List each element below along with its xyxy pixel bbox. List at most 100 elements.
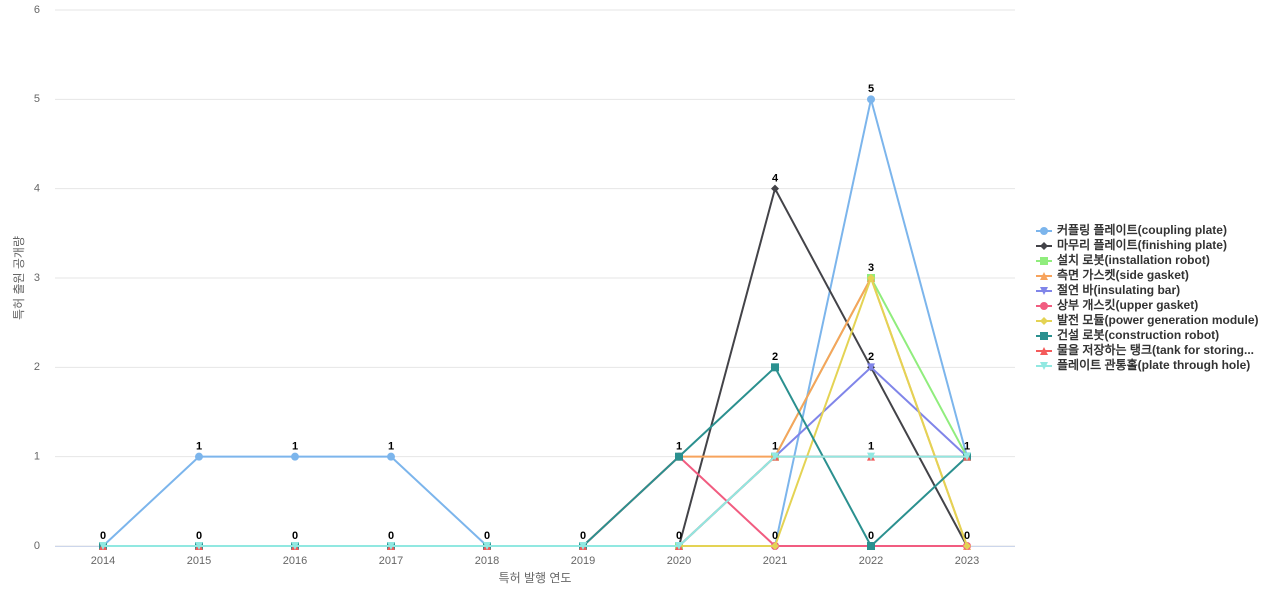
marker: [963, 542, 971, 550]
series-line: [103, 275, 968, 547]
marker: [387, 542, 395, 550]
y-tick-label: 3: [34, 272, 40, 284]
data-label: 0: [580, 530, 586, 542]
y-tick-label: 0: [34, 540, 40, 552]
x-tick-label: 2019: [571, 555, 595, 567]
marker: [867, 95, 875, 104]
x-tick-label: 2021: [763, 555, 787, 567]
marker: [291, 452, 299, 461]
marker: [963, 452, 971, 461]
legend-item[interactable]: 발전 모듈(power generation module): [1036, 312, 1259, 327]
data-label: 1: [676, 441, 682, 453]
marker: [1040, 287, 1048, 295]
legend-label: 마무리 플레이트(finishing plate): [1057, 237, 1227, 252]
series: [99, 452, 971, 550]
y-tick-label: 5: [34, 93, 40, 105]
legend-label: 건설 로봇(construction robot): [1057, 327, 1219, 342]
marker: [771, 184, 779, 193]
legend-label: 절연 바(insulating bar): [1057, 282, 1180, 297]
data-label: 1: [868, 441, 874, 453]
data-label: 1: [196, 441, 202, 453]
marker: [387, 452, 395, 461]
marker: [1040, 332, 1048, 340]
data-label: 1: [292, 441, 298, 453]
legend-item[interactable]: 상부 개스킷(upper gasket): [1036, 297, 1198, 312]
legend-label: 상부 개스킷(upper gasket): [1057, 297, 1198, 312]
data-label: 4: [772, 173, 779, 185]
y-tick-label: 4: [34, 183, 40, 195]
legend-label: 물을 저장하는 탱크(tank for storing...: [1057, 342, 1254, 357]
marker: [867, 363, 875, 372]
marker: [195, 452, 203, 461]
marker: [1040, 347, 1048, 355]
series-line: [103, 455, 967, 547]
data-label: 0: [196, 530, 202, 542]
marker: [1040, 227, 1048, 235]
legend-label: 측면 가스켓(side gasket): [1057, 267, 1189, 282]
marker: [1040, 257, 1048, 265]
legend-item[interactable]: 건설 로봇(construction robot): [1036, 327, 1219, 342]
marker: [291, 542, 299, 550]
x-tick-label: 2018: [475, 555, 499, 567]
data-label: 1: [388, 441, 394, 453]
legend-label: 발전 모듈(power generation module): [1057, 312, 1259, 327]
data-label: 0: [484, 530, 490, 542]
data-label: 1: [964, 441, 970, 453]
marker: [1040, 362, 1048, 370]
legend-label: 커플링 플레이트(coupling plate): [1057, 222, 1227, 237]
data-label: 3: [868, 262, 874, 274]
y-tick-label: 2: [34, 361, 40, 373]
marker: [99, 542, 107, 550]
marker: [1040, 317, 1048, 325]
x-tick-label: 2023: [955, 555, 979, 567]
marker: [195, 542, 203, 550]
series: [99, 274, 971, 550]
series: [99, 274, 971, 550]
series-line: [102, 99, 968, 547]
x-tick-label: 2016: [283, 555, 307, 567]
y-tick-label: 6: [34, 4, 40, 16]
x-tick-label: 2017: [379, 555, 403, 567]
marker: [579, 542, 587, 550]
legend-item[interactable]: 설치 로봇(installation robot): [1036, 252, 1210, 267]
marker: [867, 274, 875, 282]
marker: [867, 542, 875, 550]
marker: [675, 542, 683, 550]
data-label: 5: [868, 83, 874, 95]
marker: [771, 452, 779, 461]
x-axis-title: 특허 발행 연도: [499, 570, 572, 585]
x-tick-label: 2014: [91, 555, 115, 567]
series-line: [103, 275, 968, 547]
data-label: 1: [772, 441, 778, 453]
data-label: 0: [676, 530, 682, 542]
legend-item[interactable]: 절연 바(insulating bar): [1036, 282, 1180, 297]
legend-item[interactable]: 커플링 플레이트(coupling plate): [1036, 222, 1227, 237]
x-tick-label: 2015: [187, 555, 211, 567]
legend-item[interactable]: 측면 가스켓(side gasket): [1036, 267, 1189, 282]
legend-item[interactable]: 플레이트 관통홀(plate through hole): [1036, 357, 1250, 372]
data-label: 0: [964, 530, 970, 542]
marker: [675, 452, 683, 461]
data-label: 0: [388, 530, 394, 542]
marker: [483, 542, 491, 550]
data-label: 0: [100, 530, 106, 542]
legend-item[interactable]: 마무리 플레이트(finishing plate): [1036, 237, 1227, 252]
marker: [771, 363, 779, 372]
marker: [867, 452, 875, 461]
series-line: [103, 275, 968, 547]
marker: [1040, 242, 1048, 250]
data-label: 2: [868, 351, 874, 363]
y-axis-title: 특허 출원 공개량: [12, 236, 26, 320]
marker: [1040, 272, 1048, 280]
data-label: 0: [868, 530, 874, 542]
data-label: 0: [292, 530, 298, 542]
legend-label: 설치 로봇(installation robot): [1057, 252, 1210, 267]
series-line: [103, 455, 967, 547]
legend-item[interactable]: 물을 저장하는 탱크(tank for storing...: [1036, 342, 1254, 357]
series: [99, 452, 971, 550]
series: [99, 452, 971, 550]
marker: [771, 542, 779, 550]
x-tick-label: 2022: [859, 555, 883, 567]
data-label: 2: [772, 351, 778, 363]
